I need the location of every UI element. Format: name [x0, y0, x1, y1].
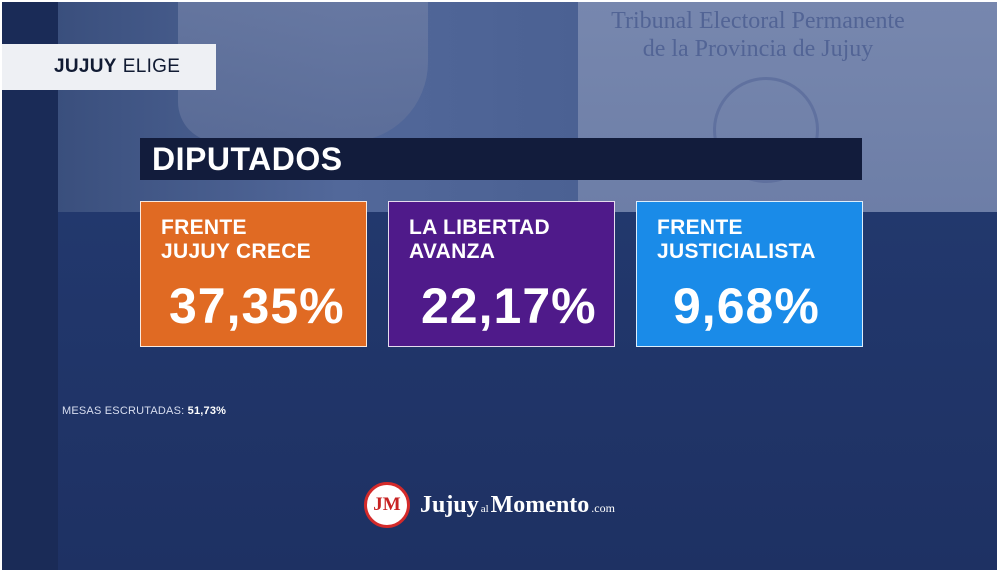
logo-word-small: al: [480, 502, 489, 515]
mesas-label: MESAS ESCRUTADAS:: [62, 405, 185, 417]
section-title-bar: DIPUTADOS: [140, 138, 862, 180]
site-logo: JM Jujuy al Momento .com: [364, 482, 615, 528]
party-percent: 9,68%: [673, 278, 820, 334]
background-photo: Tribunal Electoral Permanente de la Prov…: [58, 2, 997, 212]
logo-word-2: Momento: [490, 491, 590, 518]
brand-tag: JUJUY ELIGE: [2, 44, 216, 90]
jm-logo-icon: JM: [364, 482, 410, 528]
party-percent: 37,35%: [169, 278, 345, 334]
logo-wordmark: Jujuy al Momento .com: [420, 492, 615, 519]
left-band: [2, 2, 58, 570]
photo-seal-icon: [713, 77, 819, 183]
brand-tag-regular: ELIGE: [122, 56, 181, 77]
result-card: LA LIBERTAD AVANZA 22,17%: [388, 201, 615, 347]
party-name: LA LIBERTAD AVANZA: [409, 216, 550, 263]
mesas-escrutadas: MESAS ESCRUTADAS: 51,73%: [62, 405, 226, 417]
result-card: FRENTE JUJUY CRECE 37,35%: [140, 201, 367, 347]
party-name: FRENTE JUSTICIALISTA: [657, 216, 816, 263]
mesas-value: 51,73%: [187, 405, 227, 417]
photo-sleeve: [178, 2, 428, 142]
logo-word-1: Jujuy: [420, 491, 479, 518]
party-name: FRENTE JUJUY CRECE: [161, 216, 311, 263]
logo-suffix: .com: [591, 500, 615, 515]
brand-tag-bold: JUJUY: [54, 56, 117, 77]
photo-paper-text: Tribunal Electoral Permanente de la Prov…: [611, 8, 905, 62]
section-title: DIPUTADOS: [152, 140, 343, 177]
result-card: FRENTE JUSTICIALISTA 9,68%: [636, 201, 863, 347]
party-percent: 22,17%: [421, 278, 597, 334]
